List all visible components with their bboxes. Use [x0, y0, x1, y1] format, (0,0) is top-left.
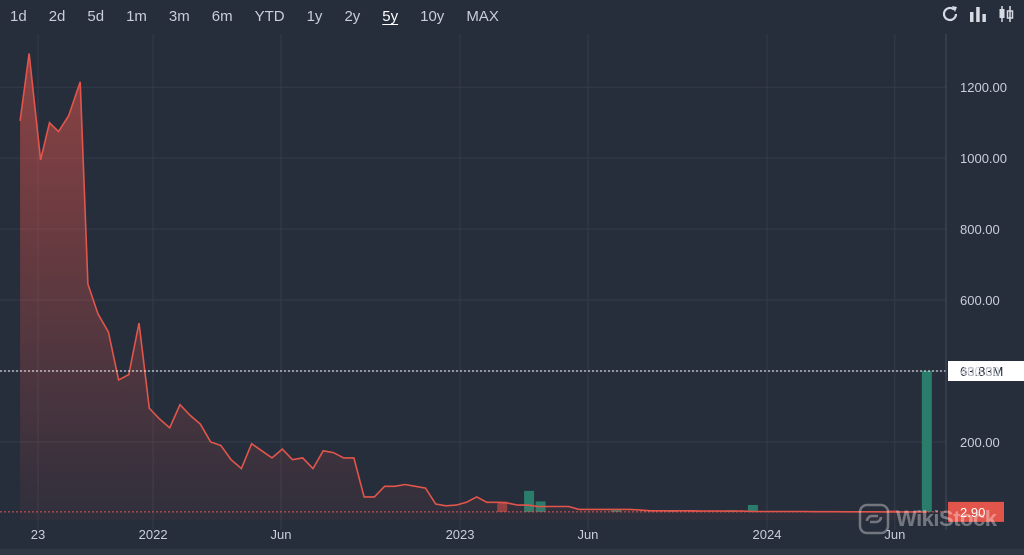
- volume-bar: [524, 490, 535, 512]
- range-button-1y[interactable]: 1y: [306, 8, 323, 25]
- range-button-2d[interactable]: 2d: [48, 8, 66, 25]
- y-tick-label: 800.00: [960, 222, 1000, 237]
- y-axis: 200.00 400.00 600.00 800.00 1000.00 1200.00: [945, 34, 1007, 530]
- range-button-ytd[interactable]: YTD: [254, 8, 285, 25]
- timeline-scroller[interactable]: [0, 549, 1024, 555]
- candlestick-icon[interactable]: [996, 4, 1016, 24]
- watermark: WikiStock: [858, 500, 1014, 538]
- y-tick-label: 1000.00: [960, 151, 1007, 166]
- range-button-6m[interactable]: 6m: [211, 8, 233, 25]
- x-axis: 23 2022 Jun 2023 Jun 2024 Jun: [31, 527, 906, 542]
- range-button-1m[interactable]: 1m: [126, 8, 147, 25]
- range-button-3m[interactable]: 3m: [168, 8, 190, 25]
- y-tick-label: 1200.00: [960, 80, 1007, 95]
- y-tick-label: 600.00: [960, 293, 1000, 308]
- x-tick-label: 2023: [446, 527, 475, 542]
- last-price-badge: [948, 501, 1004, 522]
- last-price-label: 2.90: [960, 505, 985, 520]
- range-selector: 1d 2d 5d 1m 3m 6m YTD 1y 2y 5y 10y MAX: [0, 7, 521, 27]
- range-button-10y[interactable]: 10y: [420, 8, 445, 25]
- range-button-5y[interactable]: 5y: [382, 8, 399, 25]
- x-tick-label: Jun: [271, 527, 292, 542]
- volume-bar: [747, 504, 758, 512]
- volume-bar: [921, 371, 932, 512]
- chart-toolbar: 1d 2d 5d 1m 3m 6m YTD 1y 2y 5y 10y MAX: [0, 0, 1024, 34]
- x-tick-label: 2022: [139, 527, 168, 542]
- refresh-icon[interactable]: [940, 4, 960, 24]
- y-tick-label: 200.00: [960, 435, 1000, 450]
- x-tick-label: 2024: [753, 527, 782, 542]
- chart-tools: [940, 4, 1016, 24]
- x-tick-label: Jun: [884, 527, 905, 542]
- range-button-2y[interactable]: 2y: [344, 8, 361, 25]
- range-button-5d[interactable]: 5d: [87, 8, 105, 25]
- range-button-1d[interactable]: 1d: [10, 8, 27, 25]
- price-area: [20, 53, 927, 520]
- wikistock-logo-icon: [858, 503, 890, 535]
- y-tick-label: 400.00: [960, 364, 1000, 379]
- bar-chart-icon[interactable]: [968, 4, 988, 24]
- x-tick-label: Jun: [577, 527, 598, 542]
- price-line: [19, 53, 927, 513]
- range-button-max[interactable]: MAX: [466, 8, 499, 25]
- volume-level-badge: [948, 361, 1024, 382]
- x-tick-label: 23: [31, 527, 45, 542]
- volume-level-label: 63.83M: [960, 364, 1003, 379]
- price-markers: 2.90 63.83M: [0, 361, 1024, 522]
- watermark-text: WikiStock: [896, 506, 997, 531]
